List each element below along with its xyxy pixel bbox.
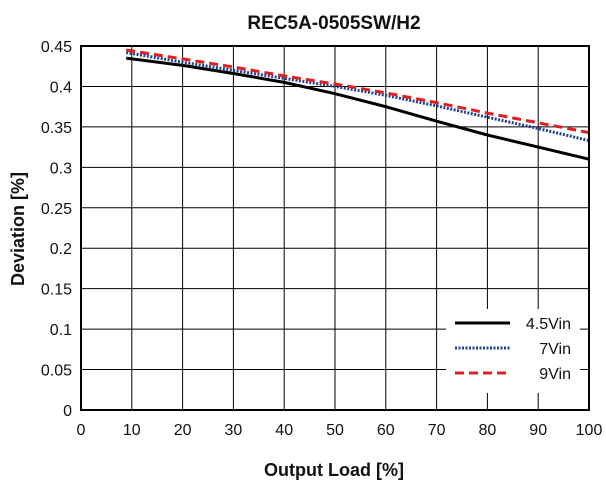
x-tick-labels: 0 10 20 30 40 50 60 70 80 90 100 [77,422,603,439]
series-line-7vin [125,51,590,143]
legend-label: 7Vin [539,341,571,358]
chart-title: REC5A-0505SW/H2 [247,13,420,34]
series-line-4-5vin [126,56,590,161]
x-tick-label: 10 [123,422,141,439]
x-tick-label: 80 [479,422,497,439]
y-tick-label: 0.4 [50,79,72,96]
x-tick-label: 30 [225,422,243,439]
x-tick-label: 90 [529,422,547,439]
y-tick-label: 0 [63,403,72,420]
y-tick-labels: 0 0.05 0.1 0.15 0.2 0.25 0.3 0.35 0.4 0.45 [41,39,72,420]
plot-frame [80,45,590,411]
x-tick-label: 40 [275,422,293,439]
series-group [125,48,590,161]
y-tick-label: 0.2 [50,241,72,258]
x-tick-label: 50 [326,422,344,439]
y-tick-label: 0.15 [41,282,72,299]
y-tick-label: 0.05 [41,363,72,380]
legend-label: 4.5Vin [526,316,571,333]
y-tick-label: 0.35 [41,120,72,137]
x-tick-label: 0 [77,422,86,439]
y-tick-label: 0.25 [41,201,72,218]
x-tick-label: 60 [377,422,395,439]
series-line-9vin [125,48,590,135]
y-tick-label: 0.45 [41,39,72,56]
x-tick-label: 100 [576,422,603,439]
x-tick-label: 20 [174,422,192,439]
x-tick-label: 70 [428,422,446,439]
x-axis-title: Output Load [%] [264,460,404,480]
y-tick-label: 0.3 [50,160,72,177]
legend-label: 9Vin [539,366,571,383]
legend: 4.5Vin 7Vin 9Vin [446,309,580,393]
y-tick-label: 0.1 [50,322,72,339]
y-axis-title: Deviation [%] [8,172,28,286]
